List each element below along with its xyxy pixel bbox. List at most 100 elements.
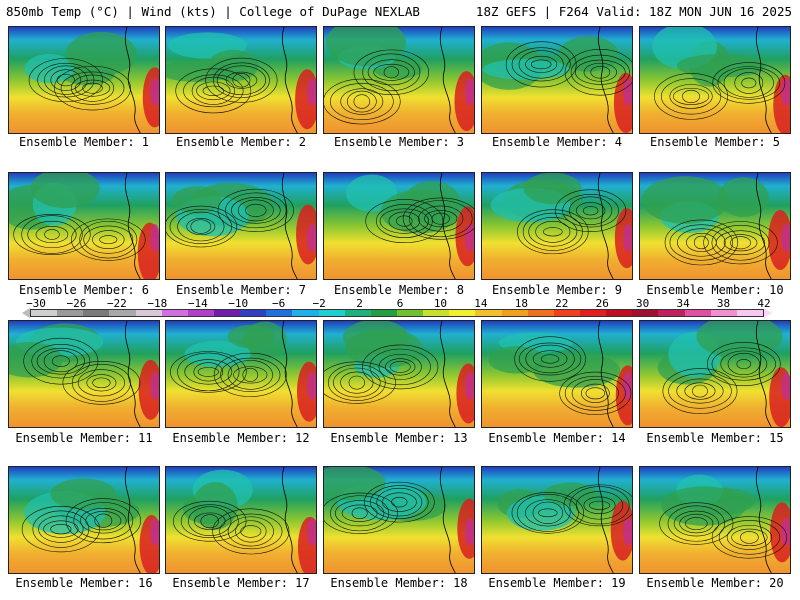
temperature-field bbox=[640, 27, 790, 133]
colorbar-left-arrow bbox=[22, 308, 30, 318]
colorbar-tick-label: 42 bbox=[757, 297, 771, 310]
temperature-field bbox=[482, 27, 632, 133]
colorbar-tick-label: −30 bbox=[26, 297, 46, 310]
ensemble-member-map bbox=[481, 172, 633, 280]
coastline bbox=[281, 173, 298, 279]
colorbar-segment bbox=[684, 310, 711, 316]
colorbar-segment bbox=[658, 310, 685, 316]
colorbar-segment bbox=[57, 310, 84, 316]
ensemble-member-map bbox=[323, 320, 475, 428]
colorbar-tick-label: 22 bbox=[555, 297, 569, 310]
colorbar-tick-label: 26 bbox=[595, 297, 609, 310]
ensemble-member-label: Ensemble Member: 14 bbox=[488, 431, 626, 445]
temperature-field bbox=[482, 173, 632, 279]
colorbar-tick-label: −18 bbox=[147, 297, 168, 310]
colorbar-right-arrow bbox=[764, 308, 772, 318]
ensemble-member-map bbox=[165, 172, 317, 280]
colorbar-tick-label: −2 bbox=[312, 297, 326, 310]
colorbar-tick-label: −10 bbox=[228, 297, 249, 310]
colorbar-tick-label: 30 bbox=[636, 297, 650, 310]
colorbar-tick-label: 2 bbox=[356, 297, 363, 310]
ensemble-member-map bbox=[323, 172, 475, 280]
colorbar-segment bbox=[370, 310, 397, 316]
coastline bbox=[597, 27, 614, 133]
header-run-info: 18Z GEFS | F264 Valid: 18Z MON JUN 16 20… bbox=[475, 4, 792, 19]
ensemble-member-label: Ensemble Member: 16 bbox=[15, 576, 153, 590]
coastline bbox=[124, 27, 141, 133]
temperature-field bbox=[166, 173, 316, 279]
temperature-field bbox=[166, 27, 316, 133]
ensemble-member-label: Ensemble Member: 15 bbox=[646, 431, 784, 445]
coastline bbox=[124, 173, 141, 279]
ensemble-member-label: Ensemble Member: 20 bbox=[646, 576, 784, 590]
temperature-colorbar bbox=[30, 309, 764, 317]
coastline bbox=[755, 321, 772, 427]
ensemble-member-label: Ensemble Member: 5 bbox=[649, 135, 781, 149]
temperature-field bbox=[640, 467, 790, 573]
coastline bbox=[439, 321, 456, 427]
temperature-field bbox=[482, 321, 632, 427]
colorbar-segment bbox=[606, 310, 633, 316]
ensemble-member-map bbox=[8, 466, 160, 574]
coastline bbox=[755, 27, 772, 133]
ensemble-member-label: Ensemble Member: 1 bbox=[18, 135, 150, 149]
colorbar-segment bbox=[83, 310, 110, 316]
coastline bbox=[439, 467, 456, 573]
colorbar-segment bbox=[579, 310, 607, 316]
ensemble-member-map bbox=[481, 26, 633, 134]
ensemble-member-label: Ensemble Member: 2 bbox=[175, 135, 307, 149]
ensemble-member-map bbox=[481, 320, 633, 428]
colorbar-segment bbox=[423, 310, 450, 316]
ensemble-member-map bbox=[323, 466, 475, 574]
ensemble-member-label: Ensemble Member: 18 bbox=[330, 576, 468, 590]
colorbar-segment bbox=[449, 310, 476, 316]
colorbar-segment bbox=[632, 310, 659, 316]
temperature-field bbox=[324, 321, 474, 427]
temperature-field bbox=[9, 467, 159, 573]
header-title: 850mb Temp (°C) | Wind (kts) | College o… bbox=[6, 4, 420, 19]
colorbar-segment bbox=[736, 310, 763, 316]
ensemble-member-label: Ensemble Member: 9 bbox=[491, 283, 623, 297]
coastline bbox=[281, 321, 298, 427]
temperature-field bbox=[640, 173, 790, 279]
coastline bbox=[439, 173, 456, 279]
colorbar-segment bbox=[527, 310, 554, 316]
temperature-field bbox=[9, 27, 159, 133]
ensemble-member-label: Ensemble Member: 4 bbox=[491, 135, 623, 149]
colorbar-tick-label: −26 bbox=[66, 297, 87, 310]
coastline bbox=[281, 467, 298, 573]
colorbar-segment bbox=[475, 310, 502, 316]
coastline bbox=[597, 173, 614, 279]
coastline bbox=[124, 321, 141, 427]
temperature-field bbox=[324, 173, 474, 279]
ensemble-member-label: Ensemble Member: 7 bbox=[175, 283, 307, 297]
colorbar-segment bbox=[31, 310, 58, 316]
colorbar-segment bbox=[501, 310, 528, 316]
ensemble-member-map bbox=[639, 26, 791, 134]
ensemble-member-map bbox=[8, 26, 160, 134]
colorbar-segment bbox=[710, 310, 737, 316]
ensemble-member-label: Ensemble Member: 11 bbox=[15, 431, 153, 445]
coastline bbox=[281, 27, 298, 133]
coastline bbox=[439, 27, 456, 133]
temperature-field bbox=[9, 321, 159, 427]
ensemble-member-map bbox=[639, 172, 791, 280]
ensemble-member-map bbox=[165, 320, 317, 428]
ensemble-member-map bbox=[8, 172, 160, 280]
colorbar-tick-label: 38 bbox=[716, 297, 731, 310]
ensemble-member-label: Ensemble Member: 3 bbox=[333, 135, 465, 149]
colorbar-segment bbox=[292, 310, 319, 316]
colorbar-segment bbox=[161, 310, 188, 316]
ensemble-member-map bbox=[8, 320, 160, 428]
temperature-field bbox=[166, 467, 316, 573]
colorbar-tick-label: 6 bbox=[396, 297, 404, 310]
ensemble-member-map bbox=[639, 320, 791, 428]
ensemble-member-label: Ensemble Member: 17 bbox=[172, 576, 310, 590]
colorbar-segment bbox=[240, 310, 267, 316]
colorbar-segment bbox=[135, 310, 162, 316]
colorbar-segment bbox=[187, 310, 214, 316]
ensemble-member-map bbox=[165, 26, 317, 134]
colorbar-segment bbox=[553, 310, 580, 316]
ensemble-member-label: Ensemble Member: 8 bbox=[333, 283, 465, 297]
temperature-field bbox=[9, 173, 159, 279]
